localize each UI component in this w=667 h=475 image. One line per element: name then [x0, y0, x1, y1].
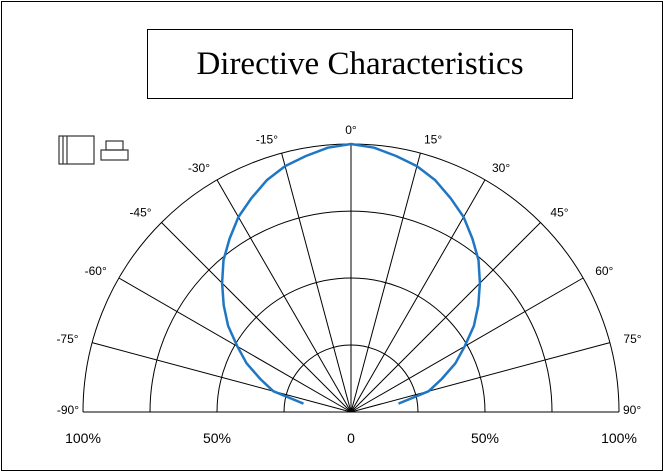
angle-tick-label: -90°	[57, 403, 79, 417]
grid-spoke	[350, 222, 541, 413]
package-side-icon	[100, 140, 129, 161]
grid-spoke	[350, 277, 584, 413]
grid-spoke	[350, 179, 486, 413]
angle-tick-label: 45°	[550, 206, 568, 220]
angle-tick-label: 15°	[424, 133, 442, 147]
angle-tick-label: 90°	[623, 403, 641, 417]
angle-tick-label: -15°	[256, 133, 278, 147]
angle-tick-label: 0°	[345, 123, 357, 137]
grid-spoke	[118, 277, 352, 413]
grid-spoke	[281, 152, 352, 413]
chart-title-box: Directive Characteristics	[147, 29, 573, 99]
angle-tick-label: -60°	[85, 264, 107, 278]
angle-tick-label: -30°	[188, 161, 210, 175]
grid-spoke	[91, 342, 352, 413]
angle-tick-label: 30°	[492, 161, 510, 175]
radial-scale-label: 50%	[471, 430, 499, 446]
angle-tick-label: -75°	[56, 332, 78, 346]
radial-scale-label: 100%	[65, 430, 101, 446]
grid-spoke	[350, 152, 421, 413]
grid-spoke	[350, 342, 611, 413]
panel-front-icon	[58, 135, 95, 165]
angle-tick-label: 60°	[595, 264, 613, 278]
radial-scale-label: 0	[347, 430, 355, 446]
axis-labels: -90° -75° -60° -45° -30° -15° 0° 15° 30° 45° 60° 75…	[56, 123, 641, 446]
directivity-curve	[220, 142, 482, 405]
plot-area	[220, 142, 482, 405]
radial-scale-label: 100%	[601, 430, 637, 446]
chart-title: Directive Characteristics	[196, 45, 524, 82]
radial-scale-label: 50%	[203, 430, 231, 446]
grid-spoke	[161, 222, 352, 413]
polar-grid	[82, 143, 620, 413]
angle-tick-label: 75°	[623, 332, 641, 346]
grid-spoke	[216, 179, 352, 413]
angle-tick-label: -45°	[129, 206, 151, 220]
